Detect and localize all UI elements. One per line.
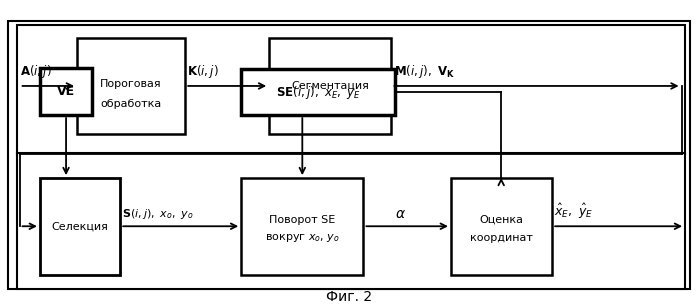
Text: $\alpha$: $\alpha$ (395, 207, 406, 221)
Bar (17, 154, 685, 289)
Text: VE: VE (57, 85, 75, 98)
Bar (241, 69, 395, 115)
Text: координат: координат (470, 233, 533, 243)
Bar (269, 38, 391, 134)
Text: $\mathbf{K}(i,j)$: $\mathbf{K}(i,j)$ (187, 64, 219, 80)
Bar (241, 178, 363, 275)
Text: вокруг $x_o$, $y_o$: вокруг $x_o$, $y_o$ (265, 232, 340, 244)
Bar (451, 178, 552, 275)
Text: Оценка: Оценка (480, 215, 524, 224)
Bar (40, 178, 120, 275)
Text: $\mathbf{S}(i,j),\ x_o,\ y_o$: $\mathbf{S}(i,j),\ x_o,\ y_o$ (122, 207, 194, 221)
Text: $\mathbf{SE}(i,j),\ x_E,\ y_E$: $\mathbf{SE}(i,j),\ x_E,\ y_E$ (276, 84, 360, 101)
Text: обработка: обработка (101, 99, 161, 109)
Bar (40, 68, 92, 115)
Bar (77, 38, 185, 134)
Text: Поворот SE: Поворот SE (269, 215, 336, 224)
Text: Селекция: Селекция (52, 221, 108, 231)
Text: $\mathbf{A}(i,j)$: $\mathbf{A}(i,j)$ (20, 64, 52, 80)
Text: Сегментация: Сегментация (291, 81, 369, 91)
Bar (8, 21, 690, 289)
Text: $\hat{x}_E,\ \hat{y}_E$: $\hat{x}_E,\ \hat{y}_E$ (554, 202, 593, 221)
Text: $\mathbf{M}(i,j),\ \mathbf{V_K}$: $\mathbf{M}(i,j),\ \mathbf{V_K}$ (394, 64, 454, 80)
Bar (17, 25, 685, 154)
Text: Фиг. 2: Фиг. 2 (326, 290, 373, 304)
Text: Пороговая: Пороговая (100, 80, 162, 89)
